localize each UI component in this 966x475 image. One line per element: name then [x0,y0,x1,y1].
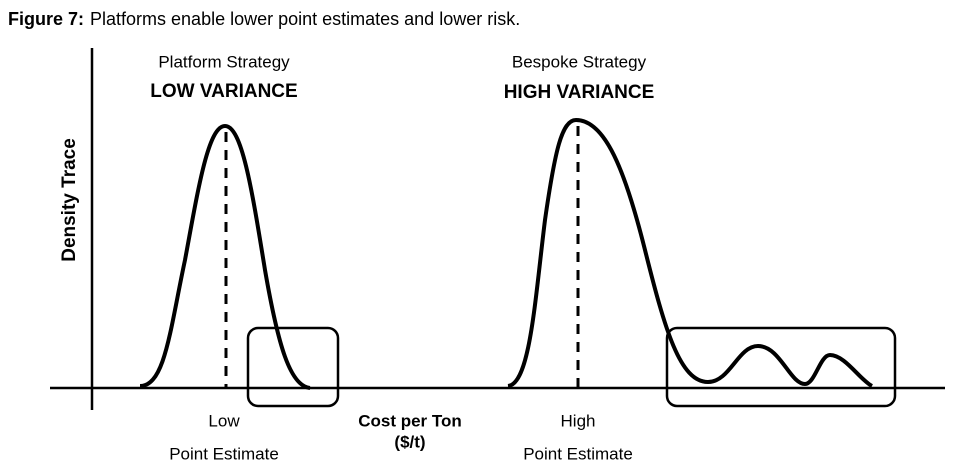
density-curve [139,124,311,390]
tail-box [665,326,897,408]
estimate-level: High [561,411,596,430]
variance-label: HIGH VARIANCE [504,82,655,103]
tail-box [246,326,340,408]
y-axis-label: Density Trace [59,138,80,262]
density-curve [507,118,874,388]
strategy-label: Platform Strategy [158,52,290,71]
x-axis-label: Cost per Ton [358,411,462,430]
variance-label: LOW VARIANCE [150,81,297,102]
estimate-label: Point Estimate [169,444,279,463]
figure-caption: Figure 7: Platforms enable lower point es… [8,9,520,29]
caption-text: Platforms enable lower point estimates a… [90,9,520,29]
estimate-level: Low [208,411,240,430]
figure-label: Figure 7: [8,9,84,29]
x-axis-unit: ($/t) [394,432,425,451]
strategy-label: Bespoke Strategy [512,52,647,71]
estimate-label: Point Estimate [523,444,633,463]
